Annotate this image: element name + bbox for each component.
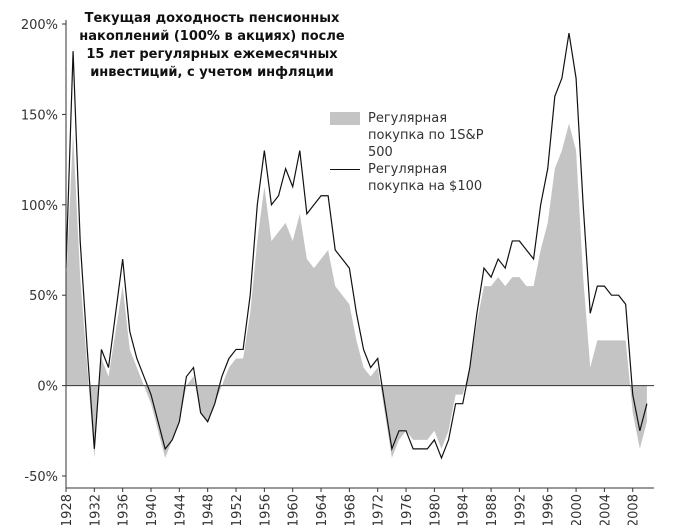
x-tick-label: 2004	[598, 494, 613, 525]
x-tick-label: 1960	[287, 494, 302, 525]
x-tick-label: 1952	[230, 494, 245, 525]
x-tick-label: 1992	[513, 494, 528, 525]
legend-item: Регулярная покупка на $100	[330, 161, 510, 195]
legend-swatch	[330, 169, 360, 170]
y-tick-label: 50%	[29, 289, 58, 304]
legend: Регулярная покупка по 1S&P 500 Регулярная…	[330, 110, 510, 195]
x-tick-label: 1944	[173, 494, 188, 525]
x-tick-label: 1948	[202, 494, 217, 525]
chart-title: 15 лет регулярных ежемесячных	[86, 47, 338, 62]
y-tick-label: 150%	[21, 108, 58, 123]
x-tick-label: 2000	[570, 494, 585, 525]
chart-title: инвестиций, с учетом инфляции	[90, 65, 334, 80]
x-tick-label: 1996	[542, 494, 557, 525]
y-tick-label: 0%	[37, 380, 58, 395]
x-tick-label: 1976	[400, 494, 415, 525]
x-tick-label: 1932	[88, 494, 103, 525]
legend-item: Регулярная покупка по 1S&P 500	[330, 110, 510, 161]
x-tick-label: 1956	[258, 494, 273, 525]
x-tick-label: 1968	[343, 494, 358, 525]
x-tick-label: 1980	[428, 494, 443, 525]
x-tick-label: 2008	[627, 494, 642, 525]
x-tick-label: 1928	[60, 494, 75, 525]
chart-title: Текущая доходность пенсионных	[85, 11, 340, 26]
y-tick-label: 200%	[21, 18, 58, 33]
chart-title: накоплений (100% в акциях) после	[79, 29, 345, 44]
x-tick-label: 1988	[485, 494, 500, 525]
x-tick-label: 1936	[117, 494, 132, 525]
x-tick-label: 1972	[372, 494, 387, 525]
legend-swatch	[330, 112, 360, 125]
line	[65, 32, 648, 460]
area	[66, 123, 647, 458]
x-tick-label: 1940	[145, 494, 160, 525]
x-tick-label: 1984	[457, 494, 472, 525]
y-tick-label: 100%	[21, 199, 58, 214]
legend-label: Регулярная покупка по 1S&P 500	[368, 111, 484, 160]
legend-label: Регулярная покупка на $100	[368, 162, 483, 194]
x-tick-label: 1964	[315, 494, 330, 525]
y-tick-label: -50%	[24, 470, 58, 485]
